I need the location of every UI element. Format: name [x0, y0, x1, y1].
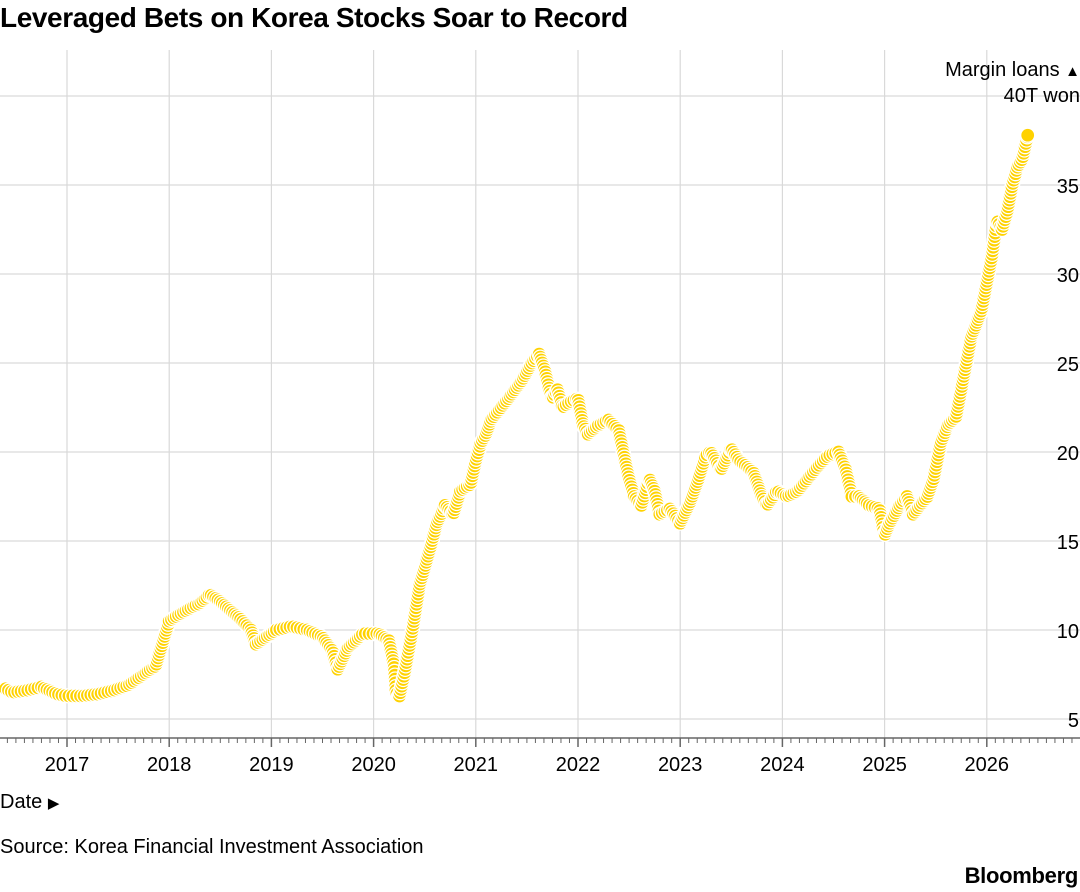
bloomberg-logo: Bloomberg	[964, 863, 1079, 888]
y-tick-label: 15	[1057, 532, 1079, 554]
x-tick-label: 2017	[45, 754, 90, 776]
x-tick-label: 2024	[760, 754, 805, 776]
y-axis-top-tick: 40T won	[1003, 85, 1080, 107]
x-tick-label: 2019	[249, 754, 294, 776]
y-tick-label: 5	[1068, 710, 1079, 732]
x-tick-label: 2018	[147, 754, 192, 776]
chart-title: Leveraged Bets on Korea Stocks Soar to R…	[0, 2, 628, 33]
y-axis-label-text: Margin loans	[945, 59, 1060, 81]
x-axis	[0, 737, 1080, 747]
source-note: Source: Korea Financial Investment Assoc…	[0, 836, 424, 858]
x-axis-label: Date ▶	[0, 790, 59, 816]
data-points	[0, 127, 1036, 704]
y-tick-label: 35	[1057, 176, 1079, 198]
right-arrow-icon: ▶	[47, 795, 60, 812]
y-tick-label: 25	[1057, 354, 1079, 376]
y-tick-label: 30	[1057, 265, 1079, 287]
x-tick-label: 2023	[658, 754, 703, 776]
data-point	[1020, 127, 1036, 143]
x-axis-label-text: Date	[0, 791, 43, 813]
grid-lines	[0, 50, 1080, 738]
x-tick-label: 2020	[351, 754, 396, 776]
up-arrow-icon: ▲	[1065, 63, 1080, 80]
y-tick-label: 10	[1057, 621, 1079, 643]
y-axis-label: Margin loans ▲	[945, 58, 1080, 84]
y-tick-label: 20	[1057, 443, 1079, 465]
x-tick-label: 2026	[965, 754, 1010, 776]
x-tick-label: 2025	[862, 754, 907, 776]
x-tick-label: 2021	[454, 754, 499, 776]
x-tick-label: 2022	[556, 754, 601, 776]
